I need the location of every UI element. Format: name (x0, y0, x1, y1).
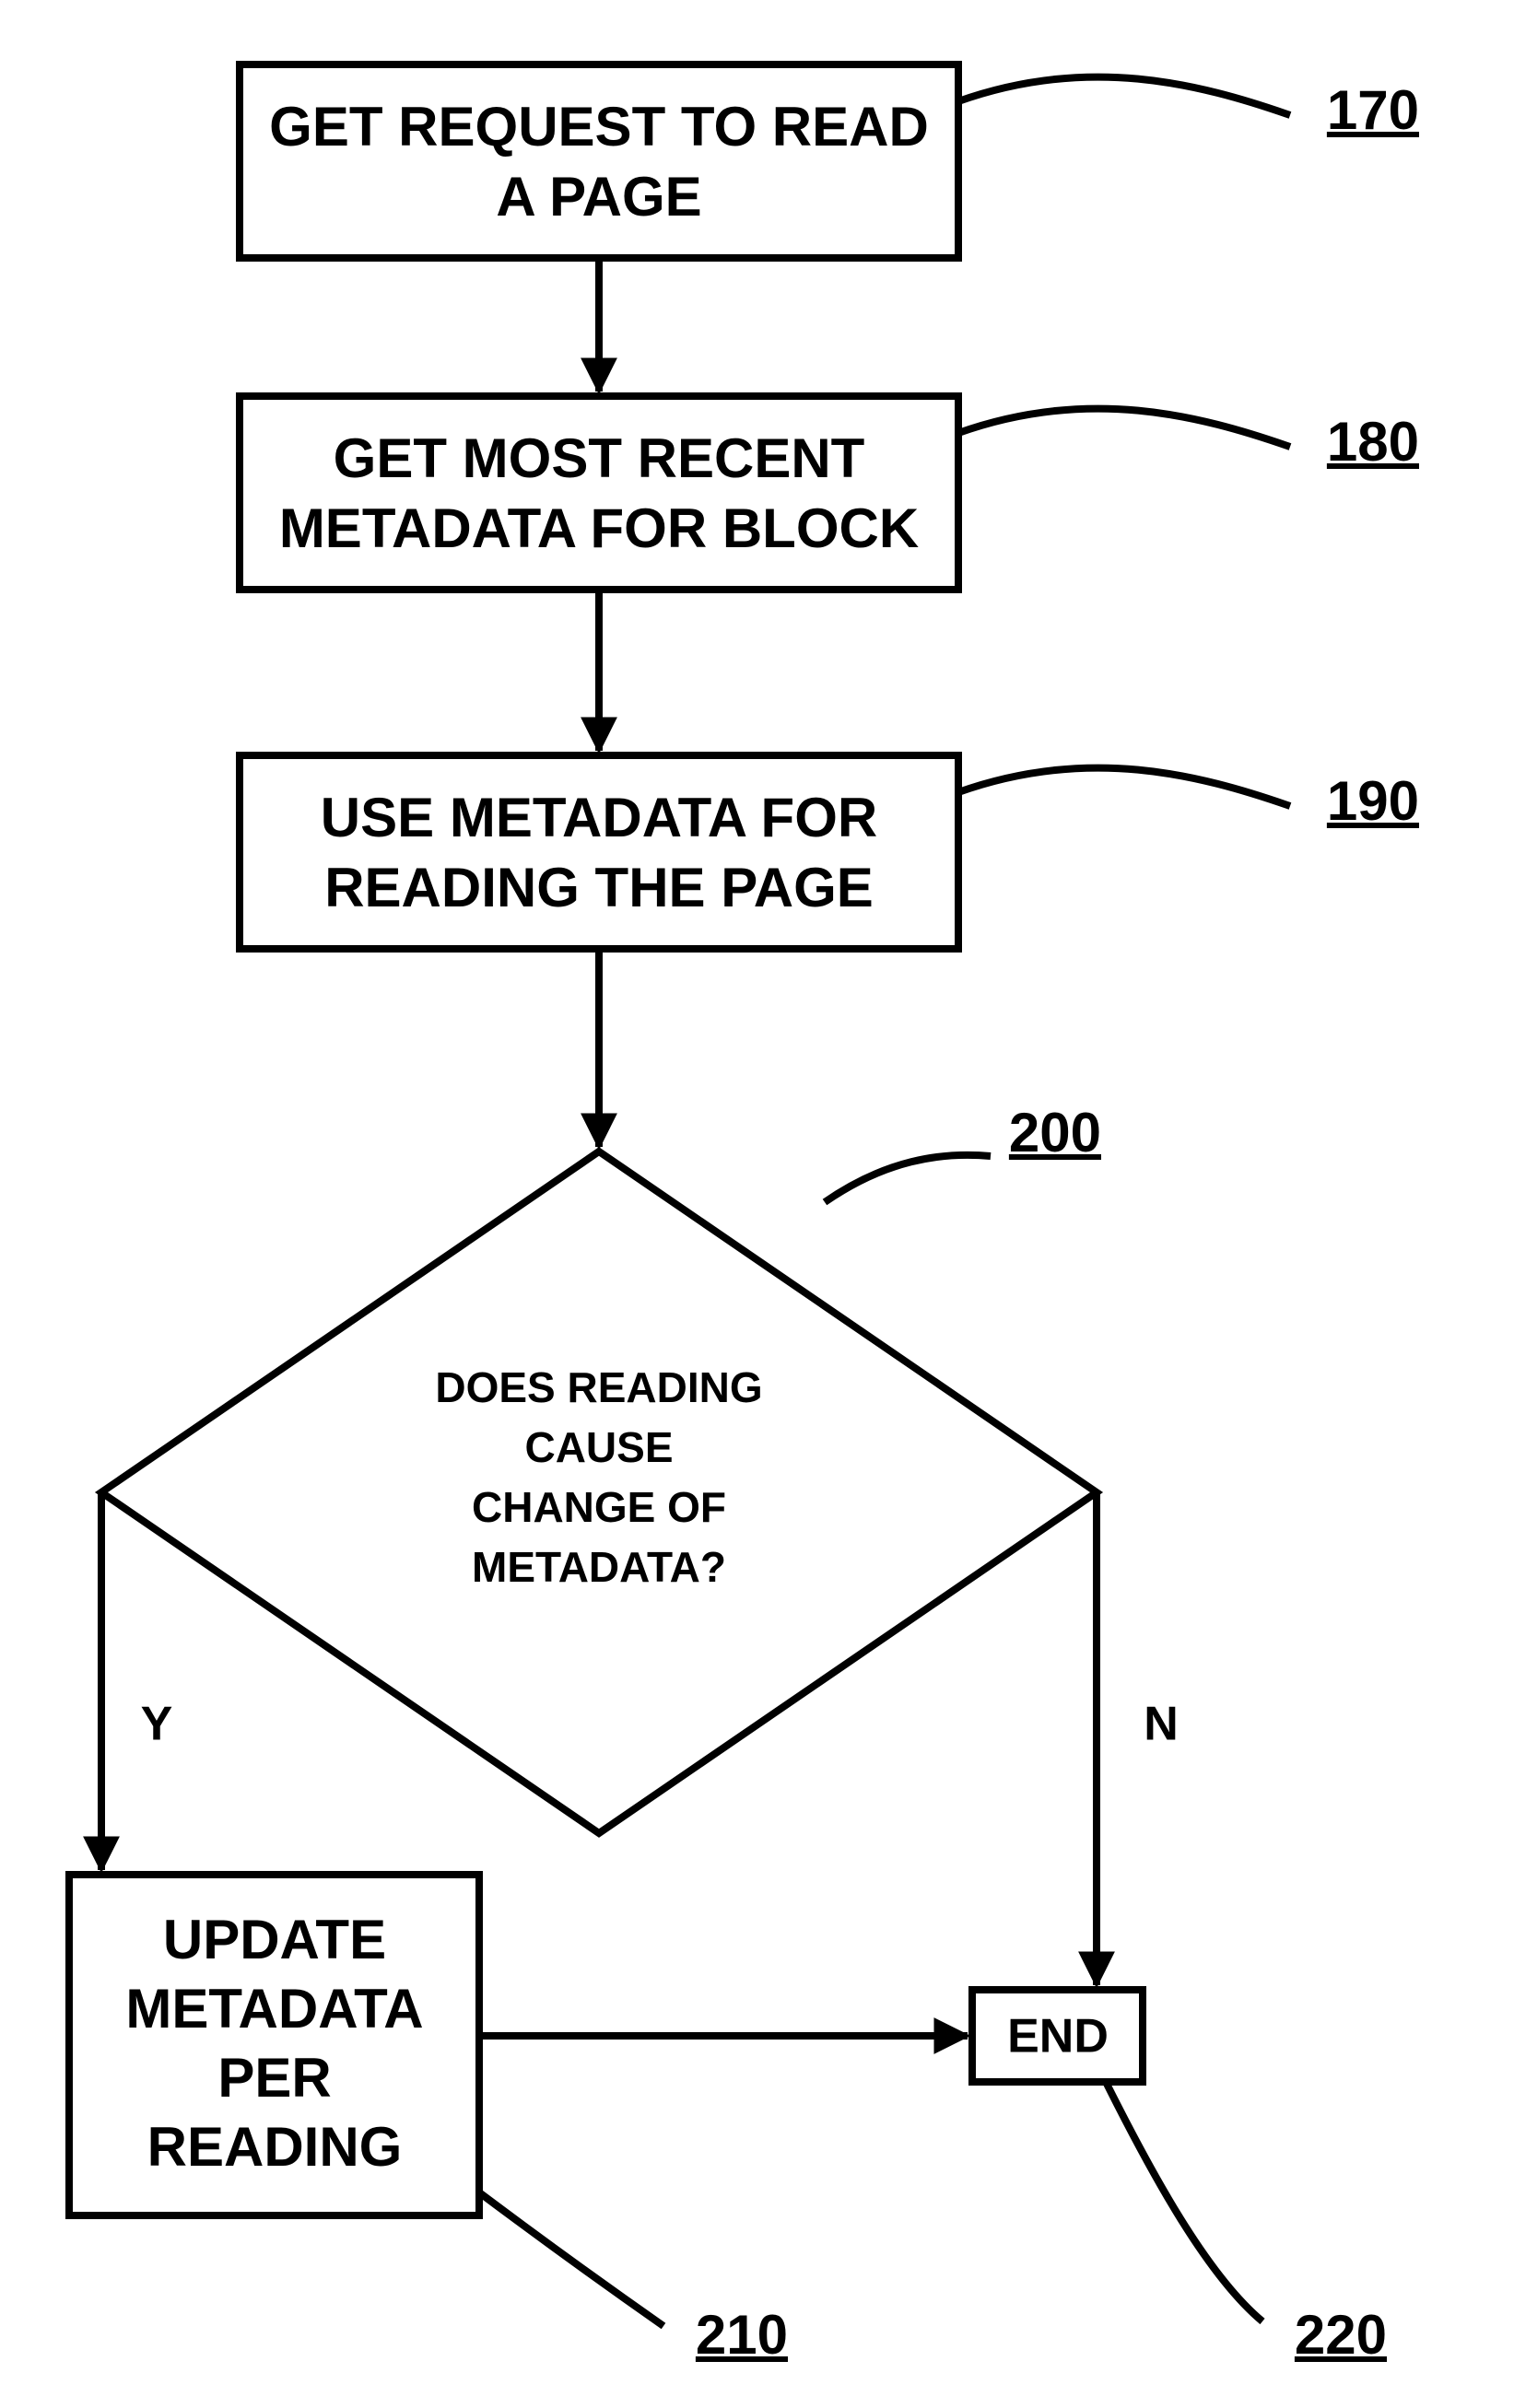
box-text: PER (217, 2047, 331, 2109)
diamond-text: METADATA? (472, 1543, 726, 1591)
flowchart-box-use-metadata (240, 755, 958, 949)
diamond-text: CAUSE (524, 1423, 673, 1471)
box-text: UPDATE (163, 1909, 386, 1970)
branch-label-no: N (1144, 1698, 1179, 1751)
diamond-text: DOES READING (435, 1363, 762, 1411)
branch-label-yes: Y (141, 1698, 173, 1751)
box-text: GET MOST RECENT (334, 427, 865, 489)
ref-label-170: 170 (1327, 79, 1419, 141)
leader-line (958, 768, 1290, 806)
box-text: READING (147, 2116, 403, 2178)
box-text: USE METADATA FOR (321, 787, 877, 848)
box-text: GET REQUEST TO READ (269, 96, 929, 158)
leader-line (958, 77, 1290, 115)
ref-label-190: 190 (1327, 770, 1419, 832)
ref-label-200: 200 (1009, 1102, 1101, 1163)
flowchart-box-get-request (240, 64, 958, 258)
box-text: A PAGE (496, 166, 701, 228)
ref-label-220: 220 (1295, 2304, 1387, 2366)
leader-line (479, 2192, 663, 2326)
box-text: METADATA FOR BLOCK (279, 497, 919, 559)
box-text: METADATA (125, 1978, 423, 2040)
flowchart-box-get-metadata (240, 396, 958, 590)
diamond-text: CHANGE OF (472, 1483, 726, 1531)
ref-label-180: 180 (1327, 411, 1419, 473)
box-text: END (1007, 2010, 1109, 2063)
leader-line (958, 409, 1290, 447)
leader-line (825, 1155, 991, 1202)
leader-line (1106, 2082, 1262, 2321)
ref-label-210: 210 (696, 2304, 788, 2366)
box-text: READING THE PAGE (324, 857, 874, 918)
